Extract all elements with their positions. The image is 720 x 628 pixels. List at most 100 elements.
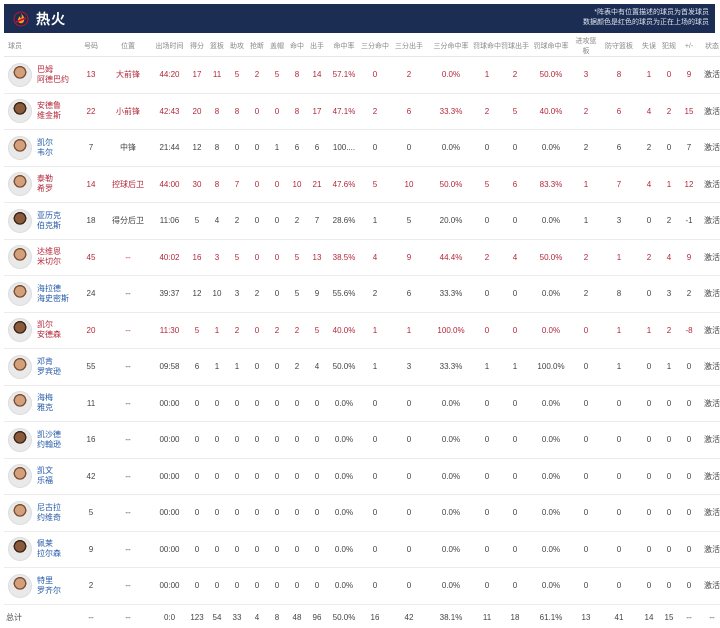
status-link[interactable]: 激活 xyxy=(699,275,720,313)
column-header[interactable]: 进攻篮板 xyxy=(573,36,599,57)
player-name-line2[interactable]: 罗宾逊 xyxy=(37,366,61,376)
avatar[interactable] xyxy=(8,62,32,87)
column-header[interactable]: 犯规 xyxy=(659,36,679,57)
status-link[interactable]: 激活 xyxy=(699,129,720,167)
table-row[interactable]: 邓肯 罗宾逊 55 -- 09:58 6 1 1 0 0 2 4 50.0% 1 3 33.3% 1 1 100.0… xyxy=(4,348,720,386)
status-link[interactable]: 激活 xyxy=(699,421,720,459)
player-name-line2[interactable]: 韦尔 xyxy=(37,147,53,157)
player-name[interactable]: 凯沙德 约翰逊 xyxy=(37,430,61,450)
player-name-line2[interactable]: 海史密斯 xyxy=(37,293,69,303)
avatar[interactable] xyxy=(8,537,32,562)
player-name[interactable]: 邓肯 罗宾逊 xyxy=(37,357,61,377)
player-name[interactable]: 特里 罗齐尔 xyxy=(37,576,61,596)
avatar[interactable] xyxy=(8,172,32,197)
avatar[interactable] xyxy=(8,354,32,379)
column-header[interactable]: 防守篮板 xyxy=(599,36,639,57)
player-name[interactable]: 安德鲁 维金斯 xyxy=(37,101,61,121)
status-link[interactable]: 激活 xyxy=(699,202,720,240)
table-row[interactable]: 凯沙德 约翰逊 16 -- 00:00 0 0 0 0 0 0 0 0.0% 0 0 0.0% 0 0 0.0% 0 0… xyxy=(4,421,720,459)
avatar[interactable] xyxy=(8,427,32,452)
player-name-line2[interactable]: 米切尔 xyxy=(37,257,61,267)
status-link[interactable]: 激活 xyxy=(699,239,720,276)
status-link[interactable]: 激活 xyxy=(699,531,720,568)
player-name-line2[interactable]: 安德森 xyxy=(37,330,61,340)
avatar[interactable] xyxy=(8,99,32,124)
player-cell[interactable]: 安德鲁 维金斯 xyxy=(4,93,78,130)
status-link[interactable]: 激活 xyxy=(699,166,720,203)
avatar[interactable] xyxy=(8,318,32,343)
column-header[interactable]: 失误 xyxy=(639,36,659,57)
player-cell[interactable]: 特里 罗齐尔 xyxy=(4,567,78,605)
status-link[interactable]: 激活 xyxy=(699,385,720,422)
player-name-line1[interactable]: 凯沙德 xyxy=(37,429,61,439)
column-header[interactable]: 出场时间 xyxy=(152,36,187,57)
player-name-line2[interactable]: 乐福 xyxy=(37,476,53,486)
table-row[interactable]: 尼古拉 约维奇 5 -- 00:00 0 0 0 0 0 0 0 0.0% 0 0 0.0% 0 0 0.0% 0 0 0… xyxy=(4,494,720,532)
avatar[interactable] xyxy=(8,391,32,416)
status-link[interactable]: 激活 xyxy=(699,458,720,495)
player-name-line1[interactable]: 海拉德 xyxy=(37,283,61,293)
player-name-line1[interactable]: 尼古拉 xyxy=(37,502,61,512)
column-header[interactable]: 状态 xyxy=(699,36,720,57)
player-name[interactable]: 海拉德 海史密斯 xyxy=(37,284,69,304)
player-name-line1[interactable]: 凯尔 xyxy=(37,320,53,330)
player-name[interactable]: 海梅 雅克 xyxy=(37,393,53,413)
player-name-line1[interactable]: 凯文 xyxy=(37,466,53,476)
player-name[interactable]: 佩莱 拉尔森 xyxy=(37,539,61,559)
player-cell[interactable]: 海拉德 海史密斯 xyxy=(4,275,78,313)
status-link[interactable]: 激活 xyxy=(699,567,720,605)
column-header[interactable]: 篮板 xyxy=(207,36,227,57)
player-name[interactable]: 尼古拉 约维奇 xyxy=(37,503,61,523)
player-name[interactable]: 凯文 乐福 xyxy=(37,466,53,486)
player-name-line2[interactable]: 约翰逊 xyxy=(37,439,61,449)
player-cell[interactable]: 达维恩 米切尔 xyxy=(4,239,78,276)
player-name-line1[interactable]: 佩莱 xyxy=(37,539,53,549)
player-name-line2[interactable]: 阿德巴约 xyxy=(37,74,69,84)
table-row[interactable]: 凯尔 安德森 20 -- 11:30 5 1 2 0 2 2 5 40.0% 1 1 100.0% 0 0 0.0%… xyxy=(4,312,720,349)
player-name-line1[interactable]: 安德鲁 xyxy=(37,101,61,111)
column-header[interactable]: 罚球命中率 xyxy=(529,36,573,57)
column-header[interactable]: 球员 xyxy=(4,36,78,57)
player-name-line2[interactable]: 希罗 xyxy=(37,184,53,194)
column-header[interactable]: 抢断 xyxy=(247,36,267,57)
player-name-line1[interactable]: 亚历克 xyxy=(37,210,61,220)
player-cell[interactable]: 凯沙德 约翰逊 xyxy=(4,421,78,459)
player-name-line1[interactable]: 达维恩 xyxy=(37,247,61,257)
player-name-line1[interactable]: 泰勒 xyxy=(37,174,53,184)
player-cell[interactable]: 凯尔 安德森 xyxy=(4,312,78,349)
player-cell[interactable]: 佩莱 拉尔森 xyxy=(4,531,78,568)
avatar[interactable] xyxy=(8,500,32,525)
table-row[interactable]: 巴姆 阿德巴约 13 大前锋 44:20 17 11 5 2 5 8 14 57.1% 0 2 0.0% 1 2 5… xyxy=(4,56,720,94)
table-row[interactable]: 佩莱 拉尔森 9 -- 00:00 0 0 0 0 0 0 0 0.0% 0 0 0.0% 0 0 0.0% 0 0 0 0… xyxy=(4,531,720,568)
column-header[interactable]: 盖帽 xyxy=(267,36,287,57)
column-header[interactable]: 位置 xyxy=(104,36,152,57)
player-name-line2[interactable]: 约维奇 xyxy=(37,512,61,522)
player-name-line2[interactable]: 雅克 xyxy=(37,403,53,413)
avatar[interactable] xyxy=(8,464,32,489)
column-header[interactable]: 罚球出手 xyxy=(501,36,529,57)
player-cell[interactable]: 亚历克 伯克斯 xyxy=(4,202,78,240)
column-header[interactable]: 三分命中率 xyxy=(429,36,473,57)
player-cell[interactable]: 凯文 乐福 xyxy=(4,458,78,495)
table-row[interactable]: 安德鲁 维金斯 22 小前锋 42:43 20 8 8 0 0 8 17 47.1% 2 6 33.3% 2 5 4… xyxy=(4,93,720,130)
status-link[interactable]: 激活 xyxy=(699,348,720,386)
column-header[interactable]: 助攻 xyxy=(227,36,247,57)
player-name-line1[interactable]: 巴姆 xyxy=(37,64,53,74)
table-row[interactable]: 达维恩 米切尔 45 -- 40:02 16 3 5 0 0 5 13 38.5% 4 9 44.4% 2 4 50… xyxy=(4,239,720,276)
column-header[interactable]: 得分 xyxy=(187,36,207,57)
player-cell[interactable]: 邓肯 罗宾逊 xyxy=(4,348,78,386)
avatar[interactable] xyxy=(8,573,32,598)
column-header[interactable]: 号码 xyxy=(78,36,104,57)
status-link[interactable]: 激活 xyxy=(699,56,720,94)
column-header[interactable]: 三分出手 xyxy=(389,36,429,57)
player-name-line1[interactable]: 凯尔 xyxy=(37,137,53,147)
table-row[interactable]: 海梅 雅克 11 -- 00:00 0 0 0 0 0 0 0 0.0% 0 0 0.0% 0 0 0.0% 0 0 0 0… xyxy=(4,385,720,422)
column-header[interactable]: +/- xyxy=(679,36,699,57)
player-name[interactable]: 凯尔 韦尔 xyxy=(37,138,53,158)
player-name[interactable]: 亚历克 伯克斯 xyxy=(37,211,61,231)
table-row[interactable]: 亚历克 伯克斯 18 得分后卫 11:06 5 4 2 0 0 2 7 28.6% 1 5 20.0% 0 0 0.… xyxy=(4,202,720,240)
table-row[interactable]: 特里 罗齐尔 2 -- 00:00 0 0 0 0 0 0 0 0.0% 0 0 0.0% 0 0 0.0% 0 0 0 0… xyxy=(4,567,720,605)
player-cell[interactable]: 泰勒 希罗 xyxy=(4,166,78,203)
player-name[interactable]: 凯尔 安德森 xyxy=(37,320,61,340)
avatar[interactable] xyxy=(8,245,32,270)
